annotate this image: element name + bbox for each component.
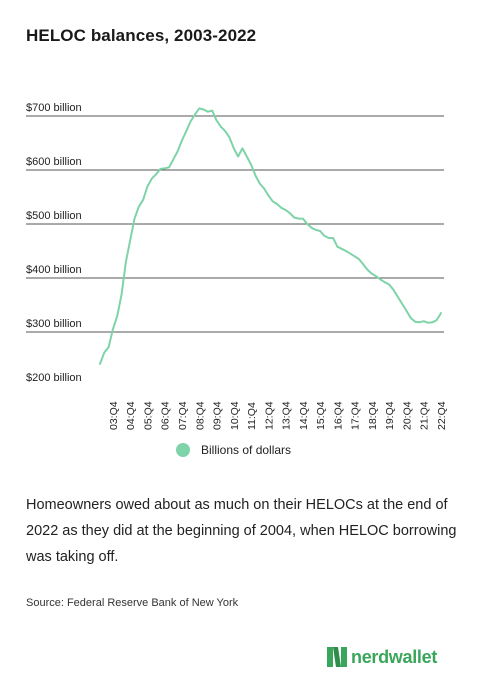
x-tick-label: 05:Q4 — [142, 401, 154, 430]
nerdwallet-mark-icon — [327, 647, 347, 667]
x-tick-label: 16:Q4 — [332, 401, 344, 430]
x-tick-label: 12:Q4 — [263, 401, 275, 430]
y-tick-label: $200 billion — [26, 372, 82, 384]
y-tick-label: $600 billion — [26, 156, 82, 168]
grid-lines — [26, 115, 444, 333]
source-note: Source: Federal Reserve Bank of New York — [26, 597, 239, 609]
x-tick-label: 06:Q4 — [160, 401, 172, 430]
y-axis-labels: $200 billion $300 billion $400 billion $500… — [26, 102, 82, 384]
y-tick-label: $500 billion — [26, 210, 82, 222]
x-tick-label: 19:Q4 — [384, 401, 396, 430]
legend: Billions of dollars — [176, 443, 291, 457]
x-tick-label: 09:Q4 — [212, 401, 224, 430]
x-tick-label: 13:Q4 — [281, 401, 293, 430]
x-tick-label: 18:Q4 — [367, 401, 379, 430]
x-tick-label: 04:Q4 — [125, 401, 137, 430]
caption-text: Homeowners owed about as much on their H… — [26, 497, 457, 565]
nerdwallet-logo: nerdwallet — [326, 646, 437, 668]
chart-title: HELOC balances, 2003-2022 — [26, 26, 257, 45]
series-line-billions-of-dollars — [99, 107, 442, 365]
x-tick-label: 10:Q4 — [229, 401, 241, 430]
x-tick-label: 22:Q4 — [436, 401, 448, 430]
brand-name: nerdwallet — [351, 646, 438, 667]
x-tick-label: 20:Q4 — [401, 401, 413, 430]
chart-area: $200 billion $300 billion $400 billion $500… — [26, 102, 448, 430]
x-tick-label: 07:Q4 — [177, 401, 189, 430]
x-tick-label: 11:Q4 — [246, 402, 258, 430]
x-tick-label: 17:Q4 — [350, 401, 362, 430]
legend-swatch — [176, 443, 190, 457]
x-axis-labels: 03:Q4 04:Q4 05:Q4 06:Q4 07:Q4 08:Q4 09:Q4 10:Q4… — [108, 401, 448, 430]
x-tick-label: 21:Q4 — [419, 401, 431, 430]
x-tick-label: 03:Q4 — [108, 401, 120, 430]
legend-label: Billions of dollars — [201, 443, 292, 457]
x-tick-label: 14:Q4 — [298, 401, 310, 430]
x-tick-label: 15:Q4 — [315, 401, 327, 430]
y-tick-label: $400 billion — [26, 264, 82, 276]
y-tick-label: $300 billion — [26, 318, 82, 330]
x-tick-label: 08:Q4 — [194, 401, 206, 430]
y-tick-label: $700 billion — [26, 102, 82, 114]
